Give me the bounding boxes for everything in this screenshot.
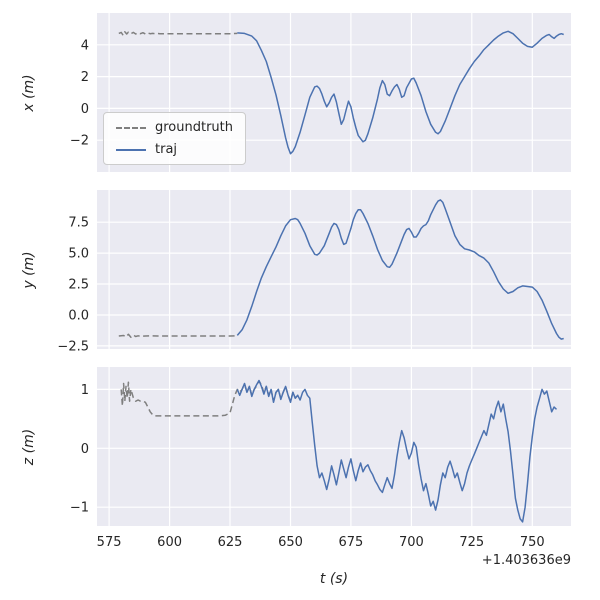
legend: groundtruth traj <box>103 112 247 165</box>
legend-label-traj: traj <box>155 142 178 157</box>
x-tick-label: 600 <box>157 535 182 550</box>
x-axis-offset-label: +1.403636e9 <box>481 553 571 568</box>
y-tick-label: −2 <box>70 134 89 149</box>
y-tick-label: 0 <box>81 102 89 117</box>
legend-item-traj: traj <box>116 142 233 157</box>
y-tick-label: 5.0 <box>68 247 89 262</box>
x-tick-label: 725 <box>459 535 484 550</box>
y-tick-label: −1 <box>70 501 89 516</box>
traj-solid-line-icon <box>116 148 146 151</box>
y-tick-label: 0 <box>81 442 89 457</box>
series-traj-x <box>237 30 564 155</box>
x-tick-label: 625 <box>218 535 243 550</box>
y-tick-label: −2.5 <box>57 339 89 354</box>
ylabel-y: y (m) <box>21 251 37 289</box>
y-tick-label: 2.5 <box>68 278 89 293</box>
x-tick-label: 575 <box>97 535 122 550</box>
y-tick-label: 4 <box>81 38 89 53</box>
y-tick-label: 7.5 <box>68 216 89 231</box>
x-tick-label: 650 <box>278 535 303 550</box>
series-traj-y <box>236 199 564 340</box>
x-tick-label: 700 <box>399 535 424 550</box>
y-tick-label: 2 <box>81 70 89 85</box>
subplot-y: −2.5 0.0 2.5 5.0 7.5 <box>57 190 571 354</box>
series-groundtruth-y <box>118 333 238 338</box>
xlabel: t (s) <box>319 571 349 587</box>
x-tick-label: 675 <box>338 535 363 550</box>
series-groundtruth-x <box>118 31 238 37</box>
legend-item-groundtruth: groundtruth <box>116 120 233 135</box>
axes-background <box>97 367 571 526</box>
groundtruth-dashed-line-icon <box>116 126 146 129</box>
subplot-z: −1 0 1 575 600 625 650 675 700 725 750 <box>70 367 571 550</box>
axes-background <box>97 190 571 349</box>
legend-label-groundtruth: groundtruth <box>155 120 234 135</box>
series-traj-z <box>236 379 558 523</box>
y-tick-label: 0.0 <box>68 309 89 324</box>
y-tick-label: 1 <box>81 383 89 398</box>
ylabel-z: z (m) <box>21 428 37 466</box>
x-tick-label: 750 <box>520 535 545 550</box>
ylabel-x: x (m) <box>21 74 37 112</box>
